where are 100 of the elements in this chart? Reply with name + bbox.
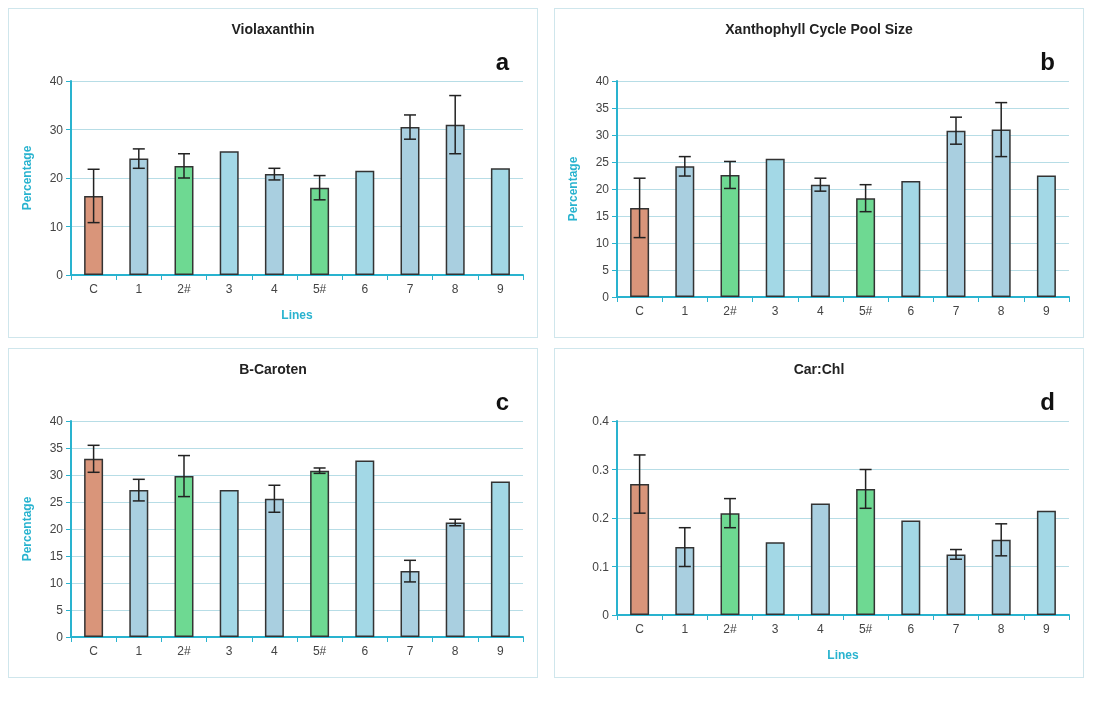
x-tick-label: 3 [771, 622, 779, 636]
x-tick-label: 4 [271, 644, 279, 658]
x-tick-label: 8 [997, 304, 1005, 318]
x-tick-label: 4 [271, 282, 279, 296]
bar [264, 174, 284, 275]
bar [810, 503, 830, 615]
text: c [495, 387, 510, 415]
x-tick-label: 9 [497, 644, 505, 658]
x-tick-label: 7 [952, 304, 960, 318]
y-tick-label: 0.3 [592, 462, 610, 477]
bar [84, 458, 104, 637]
text: a [495, 47, 510, 75]
x-tick-label: 8 [997, 622, 1005, 636]
y-tick-label: 0 [602, 608, 610, 622]
bar [946, 554, 966, 615]
y-tick-label: 0 [56, 630, 64, 644]
bar [720, 513, 740, 615]
y-tick-label: 5 [56, 603, 64, 617]
bar [720, 174, 740, 297]
bar [675, 166, 695, 297]
x-tick-label: 6 [361, 282, 369, 296]
x-tick-label: 2# [723, 304, 737, 318]
bar [991, 129, 1011, 297]
x-tick-label: 3 [225, 282, 233, 296]
y-axis-title: Percentage [20, 496, 34, 562]
bar [856, 198, 876, 297]
bar [129, 158, 149, 275]
bar [355, 170, 375, 275]
y-tick-label: 20 [49, 522, 64, 536]
bar [490, 168, 510, 275]
text: b [1040, 47, 1056, 75]
bar [901, 520, 921, 615]
chart-title: Violaxanthin [231, 21, 315, 37]
bar [174, 476, 194, 637]
chart-title: Xanthophyll Cycle Pool Size [725, 21, 913, 37]
y-tick-label: 0.2 [592, 511, 610, 525]
x-tick-label: 2# [177, 644, 191, 658]
x-tick-label: 1 [135, 282, 143, 296]
x-axis-title: Lines [827, 648, 859, 662]
x-tick-label: 4 [817, 304, 825, 318]
x-tick-label: C [89, 644, 99, 658]
bar [1036, 510, 1056, 615]
bar [174, 165, 194, 275]
bar [765, 542, 785, 615]
y-tick-label: 30 [49, 122, 64, 137]
y-tick-label: 30 [595, 128, 610, 142]
y-tick-label: 0 [602, 290, 610, 304]
y-tick-label: 5 [602, 263, 610, 277]
x-tick-label: 1 [681, 622, 689, 636]
x-tick-label: 8 [451, 644, 459, 658]
x-tick-label: 6 [361, 644, 369, 658]
x-tick-label: 5# [312, 644, 327, 658]
bar [400, 571, 420, 637]
bar [901, 180, 921, 297]
bar [84, 195, 104, 275]
bar [991, 539, 1011, 615]
x-tick-label: 5# [312, 282, 327, 296]
bar [310, 470, 330, 637]
x-tick-label: 3 [225, 644, 233, 658]
bar [310, 187, 330, 275]
x-tick-label: 1 [135, 644, 143, 658]
bar [400, 127, 420, 275]
y-tick-label: 30 [49, 468, 64, 482]
bar [445, 124, 465, 275]
bar [219, 490, 239, 637]
chart-title: B-Caroten [239, 361, 307, 377]
y-tick-label: 10 [49, 576, 64, 590]
y-tick-label: 15 [595, 209, 610, 223]
y-axis-title: Percentage [20, 145, 34, 211]
x-tick-label: 9 [1043, 304, 1051, 318]
y-tick-label: 10 [595, 236, 610, 250]
x-tick-label: 4 [817, 622, 825, 636]
y-tick-label: 40 [595, 74, 610, 88]
x-tick-label: 6 [907, 304, 915, 318]
x-tick-label: 6 [907, 622, 915, 636]
x-tick-label: 1 [681, 304, 689, 318]
x-tick-label: 9 [1043, 622, 1051, 636]
x-tick-label: 7 [406, 282, 414, 296]
y-tick-label: 35 [595, 101, 610, 115]
x-tick-label: C [635, 304, 645, 318]
bar [765, 158, 785, 297]
bar [219, 151, 239, 275]
x-axis-title: Lines [281, 308, 313, 322]
chart-title: Car:Chl [793, 361, 845, 377]
x-tick-label: 2# [177, 282, 191, 296]
bar [810, 184, 830, 297]
x-tick-label: 7 [406, 644, 414, 658]
x-tick-label: 7 [952, 622, 960, 636]
bar [946, 130, 966, 297]
bar [264, 498, 284, 637]
y-tick-label: 0 [56, 268, 64, 282]
x-tick-label: 5# [858, 304, 873, 318]
bar [1036, 175, 1056, 297]
y-tick-label: 25 [595, 155, 610, 169]
x-tick-label: C [89, 282, 99, 296]
bar [675, 547, 695, 615]
bar [355, 460, 375, 637]
y-axis-title: Percentage [566, 156, 580, 222]
y-tick-label: 20 [595, 182, 610, 196]
x-tick-label: 8 [451, 282, 459, 296]
